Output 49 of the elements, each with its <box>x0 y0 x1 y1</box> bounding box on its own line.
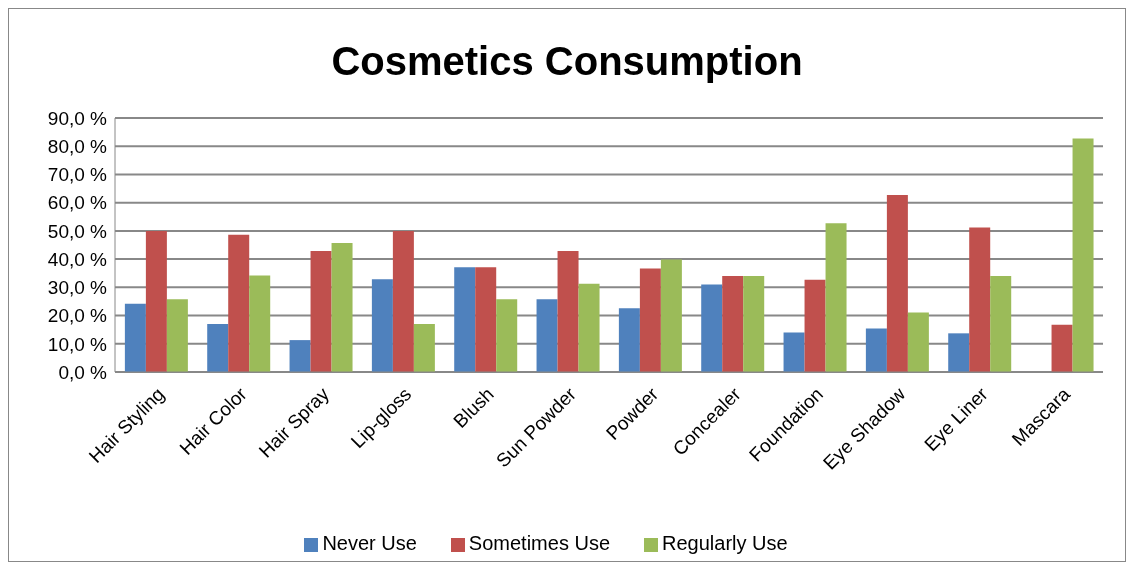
bar <box>557 250 579 372</box>
bar <box>660 259 682 372</box>
bar <box>413 324 435 372</box>
bar <box>289 340 311 372</box>
bar <box>948 333 970 372</box>
bar <box>371 279 393 372</box>
bar <box>990 276 1012 372</box>
bar <box>1051 324 1073 372</box>
bar <box>639 268 661 372</box>
chart-title: Cosmetics Consumption <box>330 39 804 84</box>
bar <box>701 284 723 372</box>
bar <box>166 299 188 372</box>
y-tick-label: 40,0 % <box>47 248 108 270</box>
bar <box>1072 138 1094 372</box>
bar <box>825 223 847 372</box>
bar <box>618 308 640 372</box>
bar <box>804 279 826 372</box>
bar <box>865 328 887 372</box>
bar <box>249 275 271 372</box>
bar <box>454 267 476 372</box>
y-tick-label: 20,0 % <box>47 305 108 327</box>
y-tick-label: 70,0 % <box>47 164 108 186</box>
legend-label: Never Use <box>322 532 417 554</box>
y-tick-label: 10,0 % <box>47 333 108 355</box>
bar <box>207 324 229 372</box>
bar <box>145 230 167 372</box>
bar <box>496 299 518 372</box>
bar <box>722 276 744 372</box>
bar <box>743 276 765 372</box>
y-tick-label: 0,0 % <box>58 361 108 383</box>
bar <box>228 234 250 372</box>
bar <box>578 283 600 372</box>
bar <box>907 312 929 372</box>
bar <box>475 267 497 372</box>
y-tick-label: 80,0 % <box>47 135 108 157</box>
y-tick-label: 30,0 % <box>47 277 108 299</box>
bar <box>969 227 991 372</box>
bar <box>392 230 414 372</box>
bar <box>783 332 805 372</box>
bar <box>310 250 332 372</box>
y-tick-label: 90,0 % <box>47 107 108 129</box>
bar <box>331 243 353 372</box>
y-tick-label: 60,0 % <box>47 192 108 214</box>
y-tick-label: 50,0 % <box>47 220 108 242</box>
bar <box>124 303 146 372</box>
bar <box>536 299 558 372</box>
legend-label: Sometimes Use <box>468 532 611 554</box>
legend-label: Regularly Use <box>662 532 788 554</box>
bar <box>886 195 908 372</box>
